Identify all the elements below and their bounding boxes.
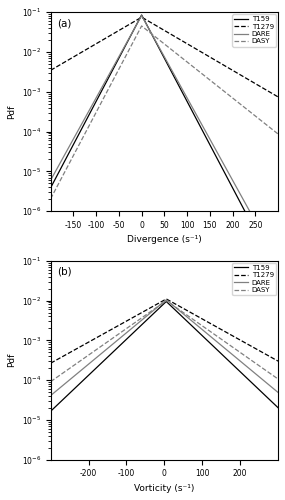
Y-axis label: Pdf: Pdf [7, 104, 16, 119]
DASY [219, 86, 222, 91]
DASY [185, 312, 189, 318]
DARE [219, 155, 222, 161]
DASY [136, 318, 139, 324]
Line: T159: T159 [51, 15, 278, 274]
Line: T1279: T1279 [51, 17, 278, 97]
DARE [276, 260, 280, 266]
T159 [49, 185, 52, 191]
Legend: T159, T1279, DARE, DASY: T159, T1279, DARE, DASY [232, 14, 276, 46]
T1279 [49, 68, 52, 73]
T159 [164, 298, 168, 304]
Line: DASY: DASY [51, 300, 278, 382]
DASY [90, 350, 94, 356]
DARE [136, 20, 139, 26]
DARE [236, 186, 239, 192]
T159 [185, 318, 189, 324]
Line: DASY: DASY [51, 26, 278, 199]
DARE [219, 342, 222, 347]
T159 [90, 106, 94, 112]
T1279 [219, 326, 222, 332]
DASY [276, 131, 280, 137]
DASY [236, 99, 239, 105]
DASY [236, 348, 239, 354]
T1279 [276, 358, 280, 364]
DARE [197, 116, 200, 121]
DASY [136, 30, 139, 36]
DASY [90, 118, 94, 124]
Line: DARE: DARE [51, 16, 278, 262]
DASY [276, 376, 280, 382]
T1279 [90, 43, 94, 49]
DASY [49, 196, 52, 202]
T159 [197, 329, 200, 335]
T159 [140, 12, 143, 18]
DARE [197, 324, 200, 330]
T159 [185, 98, 189, 104]
Text: (a): (a) [58, 18, 72, 28]
T1279 [276, 94, 280, 100]
T1279 [136, 312, 139, 318]
T1279 [185, 308, 189, 314]
X-axis label: Vorticity (s⁻¹): Vorticity (s⁻¹) [134, 484, 195, 493]
T1279 [236, 70, 239, 76]
DARE [164, 296, 168, 302]
T159 [219, 350, 222, 356]
Y-axis label: Pdf: Pdf [7, 353, 16, 368]
T1279 [197, 314, 200, 320]
T159 [136, 20, 139, 26]
DARE [49, 177, 52, 183]
T1279 [219, 60, 222, 66]
DARE [90, 358, 94, 364]
Line: DARE: DARE [51, 300, 278, 396]
T159 [236, 194, 239, 200]
T1279 [236, 336, 239, 342]
DASY [219, 336, 222, 342]
T1279 [164, 296, 168, 302]
DARE [276, 390, 280, 396]
T1279 [90, 337, 94, 343]
T1279 [49, 360, 52, 366]
Text: (b): (b) [58, 266, 72, 276]
T1279 [197, 48, 200, 54]
T159 [276, 272, 280, 278]
T159 [197, 120, 200, 126]
Line: T1279: T1279 [51, 299, 278, 363]
Legend: T159, T1279, DARE, DASY: T159, T1279, DARE, DASY [232, 263, 276, 295]
T1279 [185, 40, 189, 46]
X-axis label: Divergence (s⁻¹): Divergence (s⁻¹) [127, 236, 202, 244]
Line: T159: T159 [51, 302, 278, 412]
DASY [140, 23, 143, 29]
T1279 [140, 14, 143, 20]
DASY [197, 68, 200, 74]
DARE [140, 12, 143, 18]
DASY [185, 59, 189, 65]
DARE [236, 356, 239, 362]
DARE [185, 314, 189, 320]
DARE [136, 320, 139, 326]
DASY [164, 298, 168, 304]
T159 [236, 366, 239, 372]
T159 [136, 326, 139, 332]
DASY [49, 378, 52, 384]
T159 [49, 408, 52, 414]
T159 [276, 404, 280, 410]
T1279 [136, 16, 139, 22]
DASY [197, 320, 200, 326]
DARE [49, 392, 52, 398]
DARE [90, 102, 94, 108]
T159 [90, 369, 94, 375]
DARE [185, 95, 189, 101]
T159 [219, 162, 222, 168]
